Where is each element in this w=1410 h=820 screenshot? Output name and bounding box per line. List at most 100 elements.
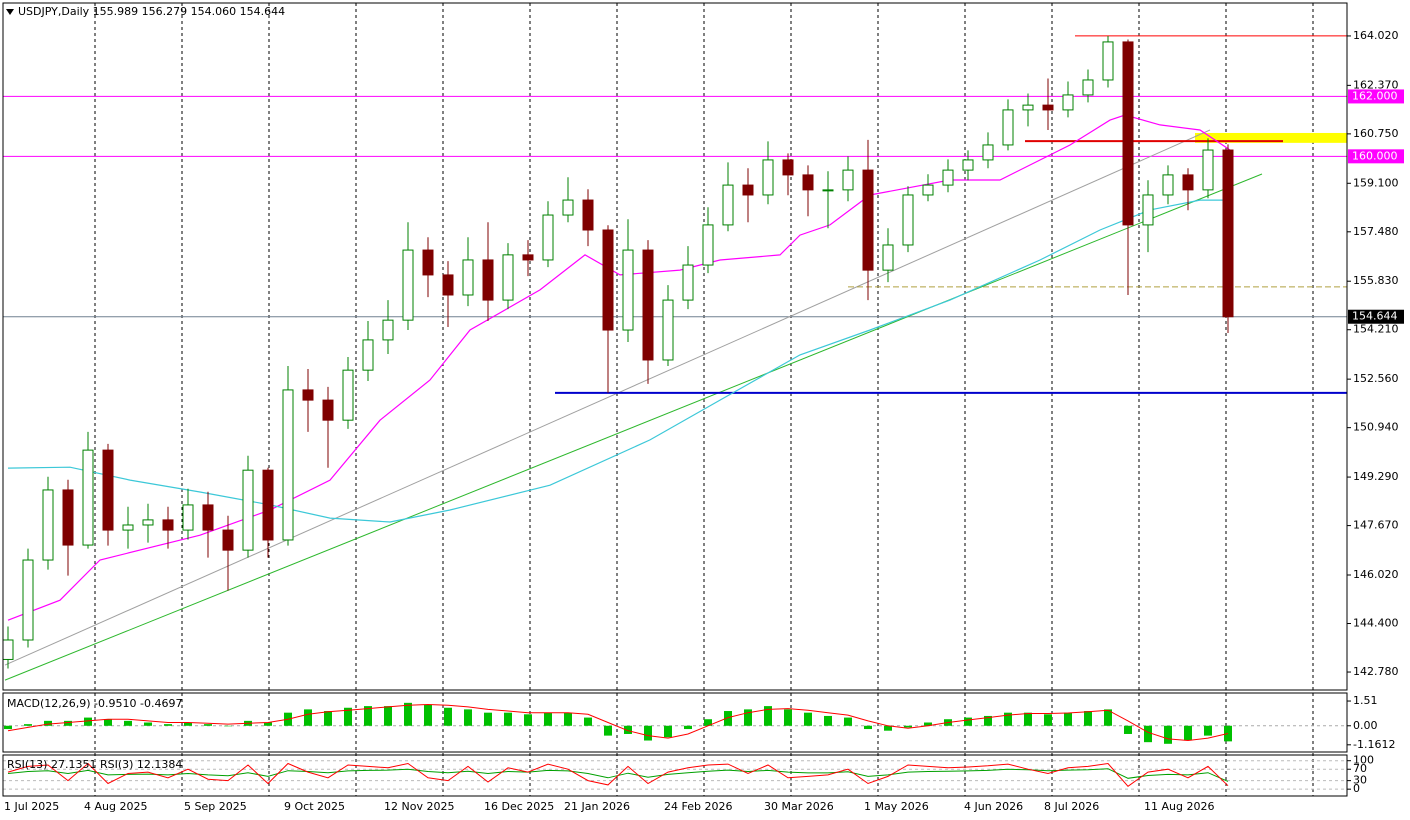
candle-body [522, 254, 534, 261]
macd-bar [844, 717, 852, 726]
y-tick-label: 100 [1353, 754, 1374, 767]
candle-body [302, 389, 314, 401]
macd-bar [1044, 714, 1052, 726]
y-tick-label: 70 [1353, 762, 1367, 775]
macd-bar [664, 725, 672, 738]
macd-bar [744, 709, 752, 726]
macd-bar [24, 724, 32, 726]
candle-body [1062, 94, 1074, 111]
macd-bar [804, 712, 812, 726]
macd-bar [924, 722, 932, 726]
x-tick-label: 4 Aug 2025 [84, 800, 147, 813]
x-tick-label: 21 Jan 2026 [564, 800, 630, 813]
macd-bar [704, 719, 712, 726]
candle-body [322, 399, 334, 421]
y-tick-label: 154.210 [1353, 323, 1399, 336]
macd-bar [1064, 712, 1072, 726]
candle-body [82, 449, 94, 546]
candle-body [402, 249, 414, 321]
macd-bar [464, 709, 472, 726]
candle-body [162, 519, 174, 531]
candle-body [882, 244, 894, 271]
macd-bar [564, 712, 572, 726]
x-tick-label: 1 Jul 2025 [4, 800, 59, 813]
macd-bar [1004, 712, 1012, 726]
candle-body [1122, 41, 1134, 226]
rsi-name: RSI(13) [7, 758, 47, 771]
time-grid [94, 3, 1314, 796]
candle-body [1102, 41, 1114, 81]
rsi-value: 27.1351 [51, 758, 97, 771]
y-tick-label: -1.1612 [1353, 738, 1395, 751]
macd-bar [404, 702, 412, 726]
macd-bar [1124, 725, 1132, 734]
candle-body [482, 259, 494, 301]
price-label: 162.000 [1352, 89, 1398, 102]
zone [1195, 132, 1347, 143]
macd-bar [364, 706, 372, 726]
macd-bar [584, 717, 592, 726]
y-tick-label: 164.020 [1353, 29, 1399, 42]
macd-bar [184, 722, 192, 726]
macd-bar [304, 709, 312, 726]
candle-body [1082, 79, 1094, 96]
candle-body [582, 199, 594, 231]
macd-bar [1024, 712, 1032, 726]
x-tick-label: 8 Jul 2026 [1044, 800, 1099, 813]
y-tick-label: 0.00 [1353, 719, 1378, 732]
macd-bar [724, 711, 732, 726]
candle-body [902, 194, 914, 246]
y-tick-label: 142.780 [1353, 665, 1399, 678]
macd-bar [424, 704, 432, 726]
candle-body [782, 159, 794, 176]
macd-bar [644, 725, 652, 741]
y-tick-label: 146.020 [1353, 568, 1399, 581]
candle-body [242, 469, 254, 551]
candle-body [22, 559, 34, 641]
candle-body [442, 274, 454, 296]
y-tick-label: 149.290 [1353, 470, 1399, 483]
y-tick-label: 147.670 [1353, 519, 1399, 532]
macd-bar [444, 707, 452, 726]
macd-bar [824, 715, 832, 726]
moving-average [7, 199, 1230, 523]
candle-body [1182, 174, 1194, 191]
candle-body [122, 524, 134, 531]
candle-body [922, 184, 934, 196]
main-frame [2, 2, 1348, 691]
price-label-box [1348, 149, 1404, 164]
macd-title: MACD(12,26,9) [7, 697, 91, 710]
candle-body [142, 519, 154, 526]
candle-body [622, 249, 634, 331]
y-tick-label: 0 [1353, 782, 1360, 795]
y-tick-label: 150.940 [1353, 421, 1399, 434]
candle-body [362, 339, 374, 371]
macd-bar [264, 722, 272, 726]
macd-bar [64, 720, 72, 726]
candle-body [942, 169, 954, 186]
x-tick-label: 4 Jun 2026 [964, 800, 1023, 813]
candle-body [222, 529, 234, 551]
candle-body [1142, 194, 1154, 226]
candle-body [1002, 109, 1014, 146]
candle-body [562, 199, 574, 216]
menu-arrow[interactable] [6, 9, 14, 15]
y-tick-label: 144.400 [1353, 617, 1399, 630]
macd-bar [984, 715, 992, 726]
candle-body [102, 449, 114, 531]
candle-body [662, 299, 674, 361]
macd-bar [44, 720, 52, 726]
macd-bar [1104, 709, 1112, 726]
candle-body [742, 184, 754, 196]
candle-body [982, 144, 994, 161]
candle-body [1222, 149, 1234, 318]
macd-frame [2, 692, 1348, 753]
candle-body [642, 249, 654, 361]
macd-value: -0.9510 [94, 697, 136, 710]
candle-body [2, 639, 14, 660]
chart-title: USDJPY,Daily 155.989 156.279 154.060 154… [18, 5, 285, 18]
candle-body [962, 159, 974, 171]
macd-bar [1164, 725, 1172, 744]
candle-body [382, 319, 394, 341]
macd-bar [1184, 725, 1192, 741]
